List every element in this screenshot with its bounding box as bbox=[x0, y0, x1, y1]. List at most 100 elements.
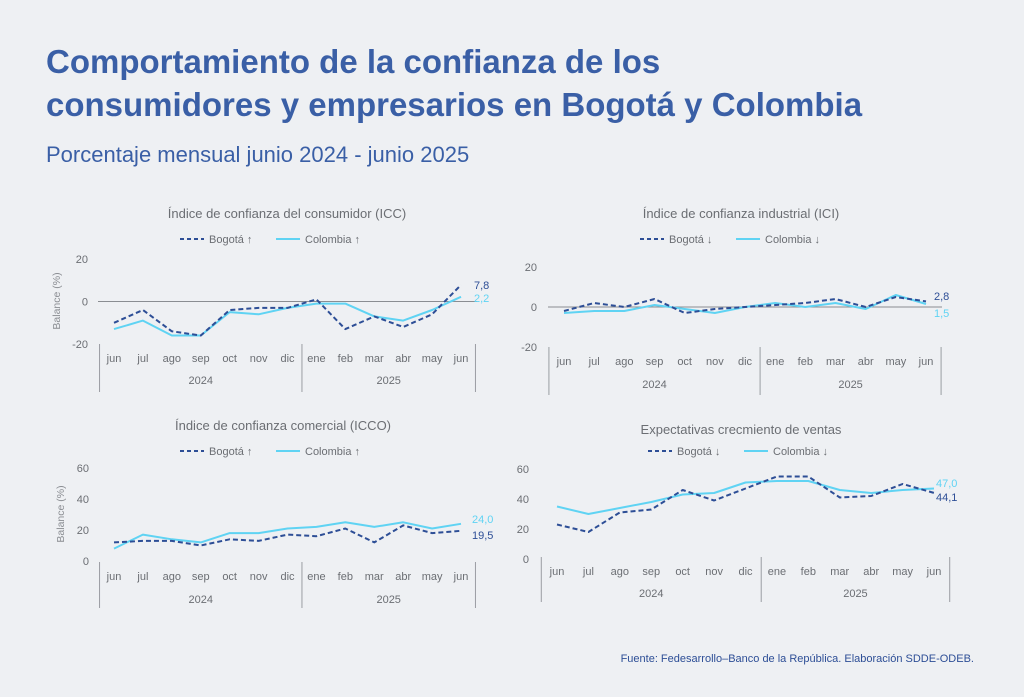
x-tick-label: jul bbox=[136, 353, 148, 365]
x-tick-label: feb bbox=[801, 566, 816, 578]
page-title: Comportamiento de la confianza de los co… bbox=[46, 40, 1006, 126]
x-tick-label: nov bbox=[705, 566, 723, 578]
x-year-label: 2025 bbox=[843, 588, 867, 600]
x-tick-label: sep bbox=[192, 353, 210, 365]
x-tick-label: jul bbox=[588, 356, 600, 368]
x-tick-label: dic bbox=[280, 571, 295, 583]
x-tick-label: jun bbox=[453, 571, 469, 583]
x-tick-label: sep bbox=[642, 566, 660, 578]
x-tick-label: jun bbox=[918, 356, 934, 368]
legend-label-bogota: Bogotá ↓ bbox=[669, 234, 712, 246]
chart-title: Índice de confianza industrial (ICI) bbox=[643, 206, 840, 221]
series-line-colombia bbox=[556, 480, 935, 515]
x-tick-label: may bbox=[422, 353, 443, 365]
legend-label-colombia: Colombia ↓ bbox=[765, 234, 820, 246]
x-tick-label: feb bbox=[798, 356, 813, 368]
data-label-bogota: 44,1 bbox=[936, 492, 957, 504]
x-year-label: 2024 bbox=[189, 375, 213, 387]
x-tick-label: nov bbox=[706, 356, 724, 368]
x-tick-label: abr bbox=[863, 566, 879, 578]
legend-label-colombia: Colombia ↑ bbox=[305, 234, 360, 246]
x-tick-label: jun bbox=[106, 571, 122, 583]
chart-legend: Bogotá ↑ Colombia ↑ bbox=[180, 446, 360, 458]
x-tick-label: may bbox=[422, 571, 443, 583]
y-tick-label: 0 bbox=[82, 297, 88, 309]
x-tick-label: jun bbox=[926, 566, 942, 578]
y-axis-label: Balance (%) bbox=[55, 485, 67, 542]
legend-label-bogota: Bogotá ↓ bbox=[677, 446, 720, 458]
x-tick-label: ago bbox=[611, 566, 629, 578]
data-label-bogota: 2,8 bbox=[934, 291, 949, 303]
x-tick-label: ago bbox=[615, 356, 633, 368]
y-tick-label: 0 bbox=[523, 554, 529, 566]
legend-label-colombia: Colombia ↑ bbox=[305, 446, 360, 458]
x-tick-label: ago bbox=[163, 571, 181, 583]
x-tick-label: jun bbox=[556, 356, 572, 368]
x-tick-label: ene bbox=[768, 566, 786, 578]
y-tick-label: -20 bbox=[521, 342, 537, 354]
x-tick-label: feb bbox=[338, 571, 353, 583]
x-year-label: 2024 bbox=[639, 588, 663, 600]
legend-label-colombia: Colombia ↓ bbox=[773, 446, 828, 458]
x-tick-label: jun bbox=[453, 353, 469, 365]
source-note: Fuente: Fedesarrollo–Banco de la Repúbli… bbox=[620, 653, 974, 665]
series-line-colombia bbox=[113, 521, 462, 550]
data-label-colombia: 24,0 bbox=[472, 514, 493, 526]
y-tick-label: -20 bbox=[72, 339, 88, 351]
y-tick-label: 0 bbox=[83, 556, 89, 568]
y-tick-label: 40 bbox=[77, 494, 89, 506]
legend-label-bogota: Bogotá ↑ bbox=[209, 446, 252, 458]
y-tick-label: 40 bbox=[517, 494, 529, 506]
x-year-label: 2024 bbox=[642, 379, 666, 391]
y-tick-label: 20 bbox=[525, 262, 537, 274]
chart-legend: Bogotá ↓ Colombia ↓ bbox=[640, 234, 820, 246]
x-tick-label: mar bbox=[365, 571, 384, 583]
data-label-colombia: 1,5 bbox=[934, 308, 949, 320]
series-line-bogota bbox=[113, 284, 462, 337]
series-line-bogota bbox=[113, 524, 462, 547]
x-tick-label: sep bbox=[192, 571, 210, 583]
data-label-colombia: 2,2 bbox=[474, 293, 489, 305]
x-tick-label: jun bbox=[549, 566, 565, 578]
x-tick-label: oct bbox=[222, 353, 237, 365]
chart-panel-4: Expectativas crecmiento de ventas Bogotá … bbox=[517, 422, 957, 602]
x-tick-label: dic bbox=[280, 353, 295, 365]
x-tick-label: oct bbox=[677, 356, 692, 368]
series-line-bogota bbox=[556, 475, 935, 533]
chart-panel-1: Índice de confianza del consumidor (ICC)… bbox=[51, 206, 489, 392]
x-tick-label: dic bbox=[738, 566, 753, 578]
title-line-2: consumidores y empresarios en Bogotá y C… bbox=[46, 86, 863, 123]
x-year-label: 2025 bbox=[376, 375, 400, 387]
x-tick-label: feb bbox=[338, 353, 353, 365]
x-tick-label: jul bbox=[136, 571, 148, 583]
series-line-bogota bbox=[563, 296, 927, 314]
x-tick-label: nov bbox=[250, 353, 268, 365]
page-subtitle: Porcentaje mensual junio 2024 - junio 20… bbox=[46, 142, 470, 167]
y-tick-label: 60 bbox=[77, 463, 89, 475]
title-line-1: Comportamiento de la confianza de los bbox=[46, 43, 661, 80]
chart-panel-2: Índice de confianza industrial (ICI) Bogo… bbox=[521, 206, 949, 395]
x-tick-label: abr bbox=[395, 353, 411, 365]
y-tick-label: 20 bbox=[77, 525, 89, 537]
x-tick-label: may bbox=[885, 356, 906, 368]
x-tick-label: jun bbox=[106, 353, 122, 365]
data-label-colombia: 47,0 bbox=[936, 478, 957, 490]
chart-title: Índice de confianza comercial (ICCO) bbox=[175, 418, 391, 433]
x-tick-label: mar bbox=[830, 566, 849, 578]
y-axis-label: Balance (%) bbox=[51, 272, 63, 329]
x-year-label: 2025 bbox=[376, 594, 400, 606]
x-tick-label: abr bbox=[858, 356, 874, 368]
y-tick-label: 20 bbox=[76, 254, 88, 266]
x-tick-label: abr bbox=[395, 571, 411, 583]
x-tick-label: jul bbox=[582, 566, 594, 578]
x-tick-label: mar bbox=[826, 356, 845, 368]
y-tick-label: 0 bbox=[531, 302, 537, 314]
x-tick-label: nov bbox=[250, 571, 268, 583]
legend-label-bogota: Bogotá ↑ bbox=[209, 234, 252, 246]
y-tick-label: 20 bbox=[517, 524, 529, 536]
chart-legend: Bogotá ↓ Colombia ↓ bbox=[648, 446, 828, 458]
x-tick-label: ene bbox=[307, 571, 325, 583]
x-year-label: 2025 bbox=[838, 379, 862, 391]
x-tick-label: may bbox=[892, 566, 913, 578]
